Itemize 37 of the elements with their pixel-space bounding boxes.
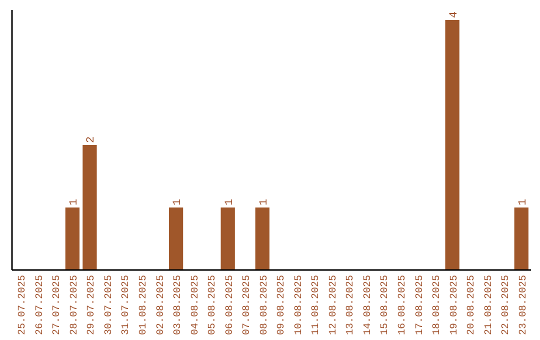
x-tick-label: 29.07.2025 bbox=[86, 275, 98, 336]
data-label: 1 bbox=[224, 198, 236, 206]
x-tick-label: 01.08.2025 bbox=[138, 275, 150, 336]
x-tick-label: 11.08.2025 bbox=[311, 275, 322, 336]
data-label: 1 bbox=[258, 198, 270, 206]
x-tick-label: 14.08.2025 bbox=[362, 275, 374, 336]
x-tick-label: 26.07.2025 bbox=[34, 275, 46, 336]
x-tick-label: 12.08.2025 bbox=[328, 275, 340, 336]
x-tick-label: 05.08.2025 bbox=[208, 275, 219, 336]
x-tick-label: 20.08.2025 bbox=[466, 275, 478, 336]
x-tick-label: 19.08.2025 bbox=[449, 275, 460, 336]
x-tick-label: 18.08.2025 bbox=[432, 275, 444, 336]
x-tick-label: 27.07.2025 bbox=[52, 275, 64, 336]
data-label: 4 bbox=[448, 11, 460, 18]
x-tick-label: 22.08.2025 bbox=[501, 275, 512, 336]
x-tick-label: 09.08.2025 bbox=[276, 275, 288, 336]
x-tick-label: 03.08.2025 bbox=[173, 275, 184, 336]
x-tick-label: 17.08.2025 bbox=[414, 275, 426, 336]
data-label: 1 bbox=[68, 198, 80, 206]
x-tick-label: 13.08.2025 bbox=[346, 275, 357, 336]
x-tick-label: 06.08.2025 bbox=[224, 275, 236, 336]
x-tick-label: 02.08.2025 bbox=[156, 275, 167, 336]
x-tick-label: 10.08.2025 bbox=[294, 275, 305, 336]
x-tick-label: 30.07.2025 bbox=[104, 275, 115, 336]
data-label: 1 bbox=[517, 198, 530, 206]
x-tick-label: 16.08.2025 bbox=[398, 275, 408, 336]
x-tick-label: 21.08.2025 bbox=[484, 275, 495, 336]
x-tick-label: 25.07.2025 bbox=[18, 275, 29, 336]
data-label: 1 bbox=[172, 198, 184, 206]
x-tick-label: 07.08.2025 bbox=[242, 275, 254, 336]
data-label: 2 bbox=[86, 136, 98, 143]
x-tick-label: 23.08.2025 bbox=[518, 275, 530, 336]
x-tick-label: 08.08.2025 bbox=[259, 275, 270, 336]
x-tick-label: 15.08.2025 bbox=[380, 275, 392, 336]
x-tick-label: 31.07.2025 bbox=[121, 275, 132, 336]
x-tick-label: 04.08.2025 bbox=[190, 275, 202, 336]
x-tick-label: 28.07.2025 bbox=[69, 275, 80, 336]
